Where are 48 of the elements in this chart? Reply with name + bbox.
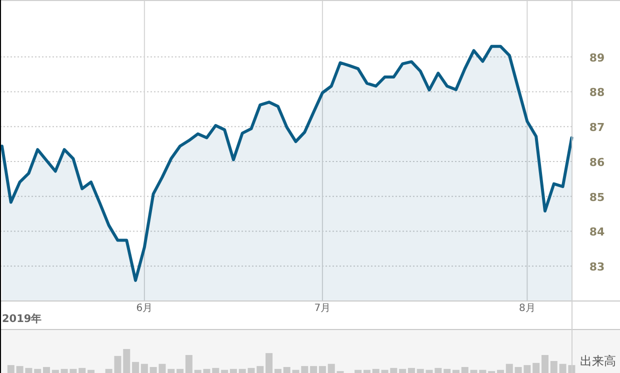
bar — [452, 370, 460, 373]
x-axis-title: 2019年 — [2, 312, 42, 325]
bar — [140, 364, 148, 373]
bar — [266, 353, 273, 373]
bar — [461, 367, 468, 373]
bar — [52, 370, 59, 373]
bar — [408, 368, 415, 373]
bar — [78, 368, 86, 373]
bar — [496, 370, 504, 373]
bar — [185, 355, 192, 373]
bar — [550, 361, 558, 373]
y-tick-label: 84 — [589, 226, 605, 239]
bar — [212, 368, 220, 373]
bar — [506, 364, 513, 373]
bar — [310, 366, 318, 373]
bar — [168, 368, 175, 373]
bar — [541, 355, 548, 373]
bar — [532, 362, 540, 373]
y-tick-label: 88 — [589, 86, 605, 100]
bar — [7, 365, 14, 373]
y-tick-label: 86 — [589, 156, 605, 169]
bar — [354, 370, 362, 373]
bar — [399, 368, 406, 373]
bar — [123, 349, 130, 373]
bar — [444, 368, 451, 373]
bar — [43, 367, 50, 373]
bar — [372, 368, 380, 373]
x-tick-label: 8月 — [519, 303, 536, 314]
y-tick-label: 83 — [589, 260, 605, 274]
x-tick-label: 6月 — [136, 303, 153, 314]
y-tick-label: 87 — [589, 121, 605, 134]
y-tick-label: 85 — [589, 190, 605, 204]
bar — [221, 370, 228, 373]
bar — [318, 366, 326, 373]
bar — [88, 370, 95, 373]
y-tick-label: 89 — [589, 51, 605, 64]
bar — [34, 368, 42, 373]
bar — [176, 368, 184, 373]
y-axis-title: 出来高 — [580, 354, 616, 368]
bar — [274, 368, 282, 373]
bar — [328, 364, 335, 373]
bar — [283, 367, 290, 373]
bar — [132, 362, 140, 373]
bar — [256, 366, 264, 373]
x-tick-label: 7月 — [314, 303, 331, 314]
bar — [363, 370, 370, 373]
bar — [416, 368, 424, 373]
bar — [230, 368, 237, 373]
